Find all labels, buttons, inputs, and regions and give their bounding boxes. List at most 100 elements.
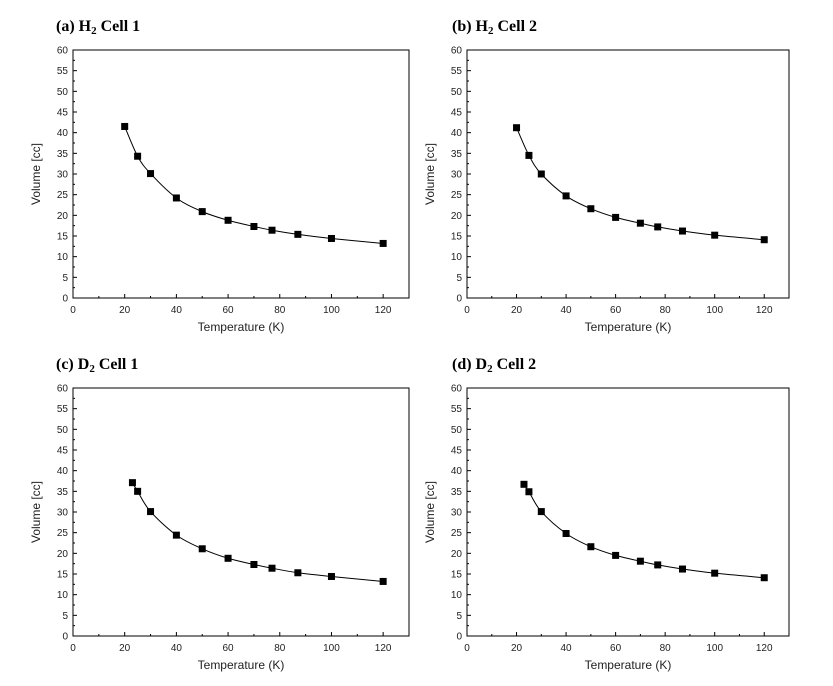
panel-title-a-prefix: (a) H (56, 18, 92, 35)
y-tick-label-b: 45 (451, 108, 463, 119)
series-line-c (132, 482, 384, 582)
data-point-a (134, 152, 142, 160)
panel-title-c-suffix: Cell 1 (94, 356, 139, 373)
x-axis-label-b: Temperature (K) (585, 320, 672, 334)
plot-frame-a (72, 49, 410, 299)
x-tick-label-c: 0 (70, 643, 76, 654)
data-point-b (612, 213, 620, 221)
data-point-d (612, 551, 620, 559)
x-tick-label-a: 80 (274, 305, 286, 316)
x-tick-label-b: 60 (610, 305, 622, 316)
y-tick-label-a: 20 (57, 211, 69, 222)
data-point-a (294, 230, 302, 238)
y-axis-label-d: Volume [cc] (423, 481, 437, 543)
x-tick-label-a: 60 (223, 305, 235, 316)
data-point-a (250, 222, 258, 230)
x-tick-label-d: 100 (706, 643, 723, 654)
panel-title-b-sub: 2 (488, 25, 494, 37)
x-tick-label-d: 60 (610, 643, 622, 654)
data-point-d (678, 565, 686, 573)
chart-panel-b: 0 5 10 15 20 25 30 35 40 45 50 55 60 0 20 40 60 80 100 120 T… (423, 46, 790, 334)
panel-title-d: (d) D2 Cell 2 (452, 356, 536, 375)
data-point-b (562, 192, 570, 200)
x-tick-label-d: 0 (464, 643, 470, 654)
data-point-a (147, 170, 155, 178)
data-point-d (760, 574, 768, 582)
x-tick-label-c: 100 (323, 643, 340, 654)
y-tick-label-b: 0 (456, 294, 462, 305)
y-tick-label-c: 55 (57, 404, 69, 415)
data-point-d (520, 480, 528, 488)
y-tick-label-a: 55 (57, 66, 69, 77)
y-tick-label-d: 5 (456, 611, 462, 622)
y-tick-label-d: 20 (451, 549, 463, 560)
y-tick-label-b: 50 (451, 87, 463, 98)
y-tick-label-d: 50 (451, 425, 463, 436)
y-tick-label-b: 40 (451, 128, 463, 139)
y-tick-label-b: 25 (451, 190, 463, 201)
y-tick-label-a: 0 (62, 294, 68, 305)
y-tick-label-c: 40 (57, 466, 69, 477)
data-point-b (678, 227, 686, 235)
data-point-a (198, 208, 206, 216)
panel-title-a-suffix: Cell 1 (96, 18, 141, 35)
plot-frame-b (466, 49, 790, 299)
x-tick-label-d: 120 (756, 643, 773, 654)
panel-title-a: (a) H2 Cell 1 (56, 18, 140, 37)
y-tick-label-a: 15 (57, 232, 69, 243)
y-tick-label-b: 55 (451, 66, 463, 77)
y-tick-label-d: 30 (451, 508, 463, 519)
data-point-d (537, 508, 545, 516)
panel-title-b-suffix: Cell 2 (493, 18, 538, 35)
panel-title-b: (b) H2 Cell 2 (452, 18, 537, 37)
data-point-a (121, 122, 129, 130)
y-tick-label-a: 40 (57, 128, 69, 139)
y-tick-label-b: 60 (451, 46, 463, 57)
x-tick-label-d: 80 (660, 643, 672, 654)
data-point-d (654, 561, 662, 569)
x-tick-label-d: 20 (511, 643, 523, 654)
data-point-c (224, 554, 232, 562)
y-tick-label-d: 40 (451, 466, 463, 477)
panel-title-d-sub: 2 (487, 363, 493, 375)
y-tick-label-c: 0 (62, 632, 68, 643)
data-point-b (711, 231, 719, 239)
y-tick-label-d: 45 (451, 446, 463, 457)
x-tick-label-b: 0 (464, 305, 470, 316)
x-tick-label-d: 40 (561, 643, 573, 654)
plot-frame-d (466, 387, 790, 637)
x-tick-label-a: 40 (171, 305, 183, 316)
data-point-b (525, 151, 533, 159)
y-tick-label-c: 5 (62, 611, 68, 622)
chart-panel-d: 0 5 10 15 20 25 30 35 40 45 50 55 60 0 20 40 60 80 100 120 T… (423, 384, 790, 672)
plot-frame-c (72, 387, 410, 637)
data-point-d (562, 529, 570, 537)
x-tick-label-c: 120 (375, 643, 392, 654)
y-tick-label-b: 20 (451, 211, 463, 222)
data-point-a (172, 194, 180, 202)
x-tick-label-a: 20 (119, 305, 131, 316)
data-point-c (250, 560, 258, 568)
chart-panel-a: 0 5 10 15 20 25 30 35 40 45 50 55 60 0 20 40 60 80 100 120 T… (29, 46, 410, 334)
x-tick-label-b: 120 (756, 305, 773, 316)
y-tick-label-d: 35 (451, 487, 463, 498)
y-tick-label-a: 5 (62, 273, 68, 284)
y-tick-label-a: 10 (57, 252, 69, 263)
data-point-d (711, 569, 719, 577)
y-tick-label-c: 25 (57, 528, 69, 539)
y-axis-label-c: Volume [cc] (29, 481, 43, 543)
data-point-b (636, 219, 644, 227)
data-point-c (379, 577, 387, 585)
y-tick-label-a: 45 (57, 108, 69, 119)
data-point-c (172, 531, 180, 539)
data-point-c (134, 487, 142, 495)
x-tick-label-b: 80 (660, 305, 672, 316)
x-axis-label-a: Temperature (K) (198, 320, 285, 334)
panel-title-a-sub: 2 (91, 25, 97, 37)
y-tick-label-c: 15 (57, 570, 69, 581)
data-point-d (587, 543, 595, 551)
y-tick-label-d: 15 (451, 570, 463, 581)
data-point-a (224, 216, 232, 224)
data-point-d (636, 557, 644, 565)
